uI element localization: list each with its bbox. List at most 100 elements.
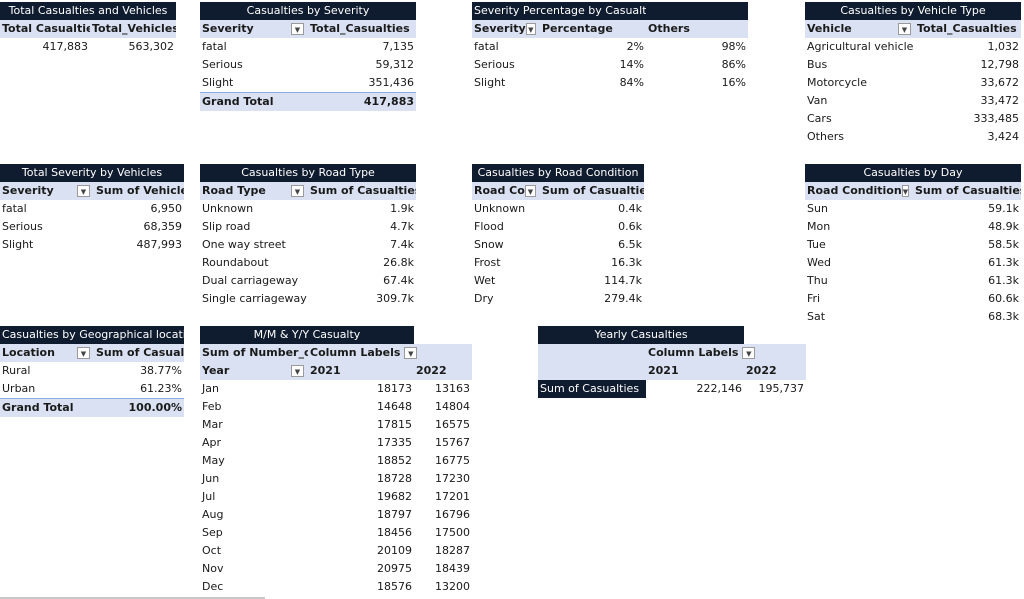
row-value[interactable]: 0.4k: [618, 202, 642, 215]
row-label[interactable]: Jan: [202, 382, 219, 395]
value-2021[interactable]: 14648: [377, 400, 412, 413]
value-2022[interactable]: 13200: [435, 580, 470, 593]
row-label[interactable]: Wet: [474, 274, 496, 287]
value-2021[interactable]: 18576: [377, 580, 412, 593]
row-value[interactable]: 33,672: [980, 76, 1020, 89]
row-value[interactable]: 33,472: [980, 94, 1020, 107]
row-label[interactable]: Slight: [202, 76, 234, 89]
filter-active-icon[interactable]: ▼: [898, 23, 911, 35]
filter-active-icon[interactable]: ▼: [524, 185, 536, 197]
row-label[interactable]: Unknown: [202, 202, 254, 215]
row-value[interactable]: 60.6k: [988, 292, 1019, 305]
row-label[interactable]: May: [202, 454, 225, 467]
row-value[interactable]: 61.3k: [988, 274, 1019, 287]
row-label[interactable]: Roundabout: [202, 256, 269, 269]
row-value[interactable]: 38.77%: [140, 364, 183, 377]
row-label[interactable]: Fri: [807, 292, 821, 305]
row-label[interactable]: Others: [807, 130, 844, 143]
row-value[interactable]: 26.8k: [383, 256, 415, 269]
grand-total-label[interactable]: Grand Total: [202, 95, 274, 108]
row-others[interactable]: 98%: [721, 40, 747, 53]
row-value[interactable]: 59,312: [375, 58, 415, 71]
row-percentage[interactable]: 84%: [619, 76, 645, 89]
row-value[interactable]: 487,993: [136, 238, 183, 251]
value-2021[interactable]: 18173: [377, 382, 412, 395]
row-label[interactable]: Serious: [474, 58, 515, 71]
row-value[interactable]: 7.4k: [390, 238, 415, 251]
row-label[interactable]: Nov: [202, 562, 224, 575]
row-label[interactable]: Bus: [807, 58, 828, 71]
grand-total-value[interactable]: 417,883: [363, 95, 415, 108]
value-2022[interactable]: 17500: [435, 526, 470, 539]
row-value[interactable]: 58.5k: [988, 238, 1019, 251]
row-label[interactable]: Flood: [474, 220, 504, 233]
row-label[interactable]: Mon: [807, 220, 831, 233]
sort-filter-icon[interactable]: ▼: [77, 185, 90, 197]
row-label[interactable]: Sum of Casualties: [538, 380, 646, 398]
row-value[interactable]: 59.1k: [988, 202, 1019, 215]
dropdown-arrow-icon[interactable]: ▼: [742, 347, 756, 359]
row-label[interactable]: Single carriageway: [202, 292, 307, 305]
row-percentage[interactable]: 14%: [619, 58, 645, 71]
row-value[interactable]: 309.7k: [376, 292, 415, 305]
sort-filter-icon[interactable]: ▼: [291, 185, 304, 197]
row-label[interactable]: Feb: [202, 400, 222, 413]
row-value[interactable]: 6,950: [150, 202, 183, 215]
value-2022[interactable]: 17230: [435, 472, 470, 485]
row-label[interactable]: Sun: [807, 202, 828, 215]
row-value[interactable]: 68.3k: [988, 310, 1019, 323]
row-label[interactable]: Serious: [2, 220, 43, 233]
row-label[interactable]: Cars: [807, 112, 832, 125]
value-2021[interactable]: 18797: [377, 508, 412, 521]
row-label[interactable]: Slight: [2, 238, 34, 251]
row-label[interactable]: Serious: [202, 58, 243, 71]
row-label[interactable]: Sep: [202, 526, 223, 539]
value-2021[interactable]: 17815: [377, 418, 412, 431]
row-label[interactable]: Rural: [2, 364, 31, 377]
row-label[interactable]: Dry: [474, 292, 494, 305]
grand-total-label[interactable]: Grand Total: [2, 401, 74, 414]
value-total-vehicles[interactable]: 563,302: [128, 40, 175, 53]
value-2022[interactable]: 16796: [435, 508, 470, 521]
value-2021[interactable]: 18728: [377, 472, 412, 485]
row-value[interactable]: 4.7k: [390, 220, 415, 233]
row-value[interactable]: 61.3k: [988, 256, 1019, 269]
value-2022[interactable]: 195,737: [758, 382, 805, 395]
row-label[interactable]: Agricultural vehicle: [807, 40, 914, 53]
row-label[interactable]: fatal: [2, 202, 27, 215]
row-value[interactable]: 1.9k: [390, 202, 415, 215]
row-value[interactable]: 114.7k: [604, 274, 642, 287]
row-label[interactable]: fatal: [474, 40, 499, 53]
row-label[interactable]: Thu: [807, 274, 828, 287]
value-2022[interactable]: 16775: [435, 454, 470, 467]
row-label[interactable]: fatal: [202, 40, 227, 53]
dropdown-arrow-icon[interactable]: ▼: [291, 23, 304, 35]
row-label[interactable]: Dec: [202, 580, 224, 593]
row-label[interactable]: Oct: [202, 544, 222, 557]
row-value[interactable]: 333,485: [973, 112, 1020, 125]
value-2022[interactable]: 18287: [435, 544, 470, 557]
row-value[interactable]: 279.4k: [604, 292, 642, 305]
row-label[interactable]: Frost: [474, 256, 501, 269]
row-value[interactable]: 68,359: [143, 220, 183, 233]
row-others[interactable]: 16%: [721, 76, 747, 89]
row-value[interactable]: 6.5k: [618, 238, 642, 251]
row-label[interactable]: Apr: [202, 436, 222, 449]
row-label[interactable]: Snow: [474, 238, 504, 251]
row-label[interactable]: Unknown: [474, 202, 526, 215]
value-2021[interactable]: 20975: [377, 562, 412, 575]
dropdown-arrow-icon[interactable]: ▼: [525, 23, 536, 35]
value-2021[interactable]: 222,146: [696, 382, 743, 395]
value-2021[interactable]: 20109: [377, 544, 412, 557]
row-value[interactable]: 48.9k: [988, 220, 1019, 233]
row-value[interactable]: 1,032: [987, 40, 1020, 53]
value-2022[interactable]: 13163: [435, 382, 470, 395]
row-label[interactable]: Sat: [807, 310, 826, 323]
row-value[interactable]: 16.3k: [611, 256, 642, 269]
dropdown-arrow-icon[interactable]: ▼: [404, 347, 418, 359]
value-2021[interactable]: 17335: [377, 436, 412, 449]
dropdown-arrow-icon[interactable]: ▼: [291, 365, 304, 377]
row-label[interactable]: Wed: [807, 256, 831, 269]
row-value[interactable]: 12,798: [980, 58, 1020, 71]
row-value[interactable]: 67.4k: [383, 274, 415, 287]
